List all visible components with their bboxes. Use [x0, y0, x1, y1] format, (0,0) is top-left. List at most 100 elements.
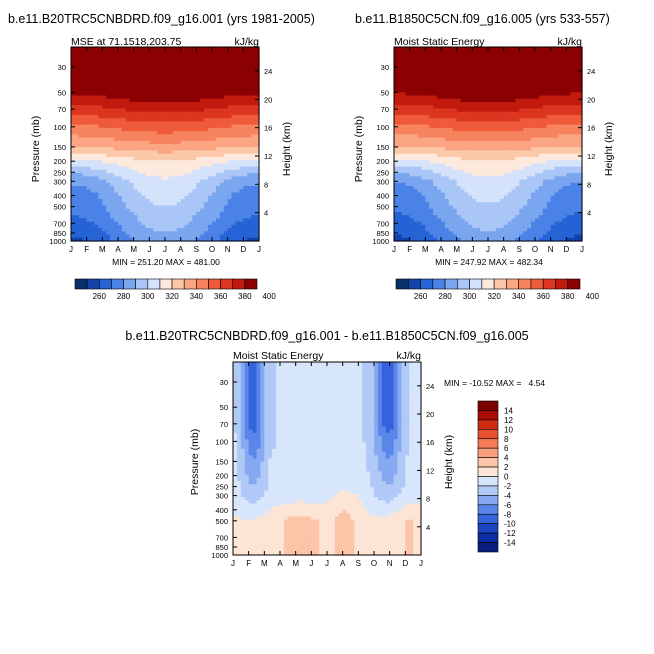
contour-cell: [114, 160, 119, 164]
contour-cell: [82, 63, 88, 67]
contour-cell: [239, 69, 244, 74]
contour-cell: [102, 163, 107, 168]
contour-cell: [523, 118, 528, 122]
contour-cell: [78, 218, 84, 223]
contour-cell: [86, 92, 92, 97]
x-tick-label: D: [240, 245, 246, 254]
contour-cell: [464, 147, 470, 152]
contour-cell: [441, 202, 446, 207]
contour-cell: [114, 215, 119, 219]
contour-cell: [460, 92, 466, 97]
contour-cell: [74, 195, 80, 200]
contour-cell: [137, 131, 143, 135]
contour-cell: [503, 63, 509, 67]
contour-cell: [86, 137, 92, 142]
contour-cell: [484, 198, 489, 203]
contour-cell: [161, 121, 166, 126]
contour-cell: [145, 234, 150, 239]
contour-cell: [141, 237, 147, 242]
contour-cell: [137, 228, 143, 232]
contour-cell: [74, 95, 80, 100]
contour-cell: [476, 89, 481, 93]
contour-cell: [129, 76, 135, 80]
contour-cell: [223, 69, 229, 74]
contour-cell: [460, 134, 466, 139]
contour-cell: [180, 163, 186, 168]
contour-cell: [515, 234, 520, 239]
contour-cell: [192, 211, 197, 216]
contour-cell: [239, 186, 244, 190]
contour-cell: [153, 53, 158, 58]
contour-cell: [247, 63, 252, 67]
contour-cell: [429, 198, 434, 203]
contour-cell: [425, 163, 430, 168]
contour-cell: [94, 189, 100, 194]
contour-cell: [102, 215, 107, 219]
contour-cell: [204, 124, 209, 129]
contour-cell: [394, 144, 399, 148]
contour-cell: [448, 208, 454, 213]
contour-cell: [243, 114, 248, 119]
contour-cell: [488, 163, 493, 168]
contour-cell: [488, 111, 493, 116]
contour-cell: [153, 237, 158, 242]
contour-cell: [188, 179, 194, 184]
contour-cell: [452, 224, 458, 229]
contour-cell: [94, 166, 100, 171]
contour-cell: [86, 173, 92, 177]
contour-cell: [515, 228, 520, 232]
contour-cell: [86, 153, 92, 158]
contour-cell: [401, 56, 407, 61]
contour-cell: [413, 150, 419, 155]
contour-cell: [476, 72, 481, 77]
contour-cell: [212, 169, 217, 174]
contour-cell: [82, 66, 88, 71]
contour-cell: [495, 182, 501, 187]
contour-cell: [503, 182, 509, 187]
contour-cell: [480, 144, 485, 148]
contour-cell: [157, 98, 162, 103]
contour-cell: [184, 160, 190, 164]
contour-cell: [149, 53, 154, 58]
contour-cell: [464, 72, 470, 77]
contour-cell: [491, 208, 497, 213]
contour-cell: [161, 124, 166, 129]
contour-cell: [129, 59, 135, 64]
contour-cell: [441, 59, 446, 64]
contour-cell: [90, 140, 96, 145]
contour-cell: [425, 186, 430, 190]
contour-cell: [114, 228, 119, 232]
contour-cell: [519, 56, 524, 61]
contour-cell: [153, 114, 158, 119]
contour-cell: [405, 140, 411, 145]
contour-cell: [484, 50, 489, 55]
contour-cell: [397, 215, 403, 219]
contour-cell: [488, 228, 493, 232]
contour-cell: [401, 72, 407, 77]
contour-cell: [507, 215, 513, 219]
contour-cell: [484, 147, 489, 152]
contour-cell: [239, 237, 244, 242]
contour-cell: [499, 108, 505, 113]
contour-cell: [188, 118, 194, 122]
contour-cell: [227, 53, 233, 58]
contour-cell: [468, 82, 473, 87]
contour-cell: [433, 101, 438, 106]
contour-cell: [180, 134, 186, 139]
contour-cell: [102, 160, 107, 164]
contour-cell: [157, 111, 162, 116]
contour-cell: [448, 237, 454, 242]
contour-cell: [223, 192, 229, 197]
contour-cell: [227, 108, 233, 113]
contour-cell: [168, 140, 174, 145]
contour-cell: [247, 79, 252, 84]
contour-cell: [114, 127, 119, 132]
contour-cell: [472, 92, 477, 97]
contour-cell: [219, 221, 225, 226]
contour-cell: [145, 72, 150, 77]
contour-cell: [118, 228, 123, 232]
contour-cell: [247, 76, 252, 80]
contour-cell: [448, 147, 454, 152]
contour-cell: [515, 198, 520, 203]
contour-cell: [460, 186, 466, 190]
